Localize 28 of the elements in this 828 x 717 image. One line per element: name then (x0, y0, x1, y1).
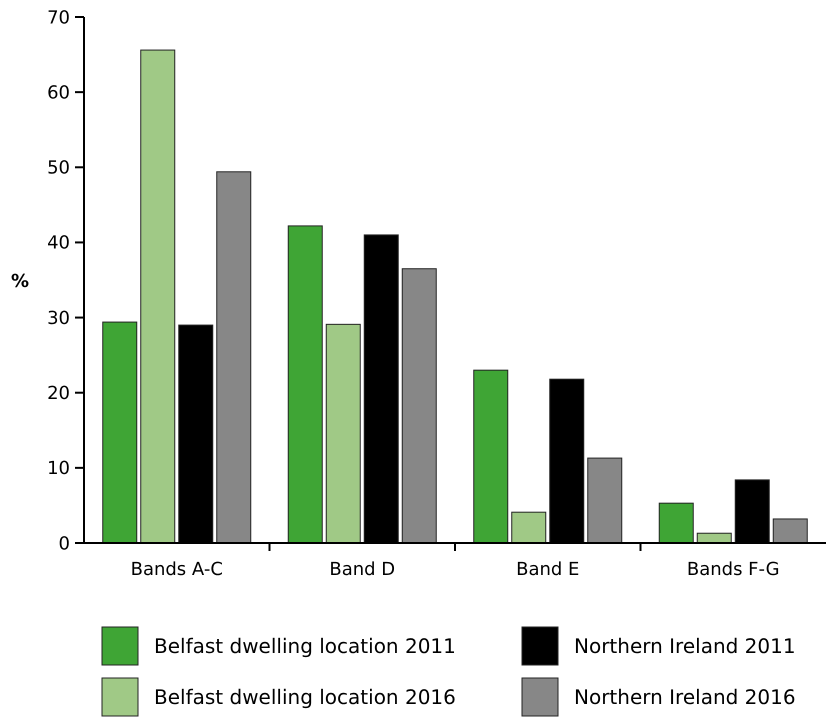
y-tick-label: 40 (47, 232, 70, 254)
y-tick-label: 50 (47, 158, 70, 179)
y-tick-label: 20 (47, 383, 70, 404)
y-tick-label: 70 (47, 7, 70, 28)
bar (511, 512, 546, 544)
y-tick-label: 0 (58, 533, 70, 554)
bar (587, 458, 622, 544)
x-tick-label: Bands F-G (686, 559, 780, 580)
legend-label: Northern Ireland 2016 (574, 685, 796, 709)
y-axis-title: % (10, 271, 30, 292)
legend-label: Belfast dwelling location 2016 (154, 685, 456, 709)
bar (326, 324, 361, 544)
legend-label: Northern Ireland 2011 (574, 634, 796, 658)
bar (140, 50, 176, 544)
bar (473, 370, 508, 544)
bar (658, 502, 694, 544)
bar (102, 322, 138, 544)
x-tick-label: Bands A-C (130, 559, 223, 580)
y-tick-label: 10 (47, 458, 70, 480)
x-tick-label: Band D (329, 559, 396, 580)
x-tick-label: Band E (516, 559, 580, 580)
legend-label: Belfast dwelling location 2011 (154, 634, 456, 658)
bar (216, 171, 252, 544)
bar (772, 518, 808, 544)
bar (288, 225, 323, 544)
bar (402, 268, 437, 544)
y-tick-label: 30 (47, 308, 70, 329)
y-tick-label: 60 (47, 82, 70, 104)
